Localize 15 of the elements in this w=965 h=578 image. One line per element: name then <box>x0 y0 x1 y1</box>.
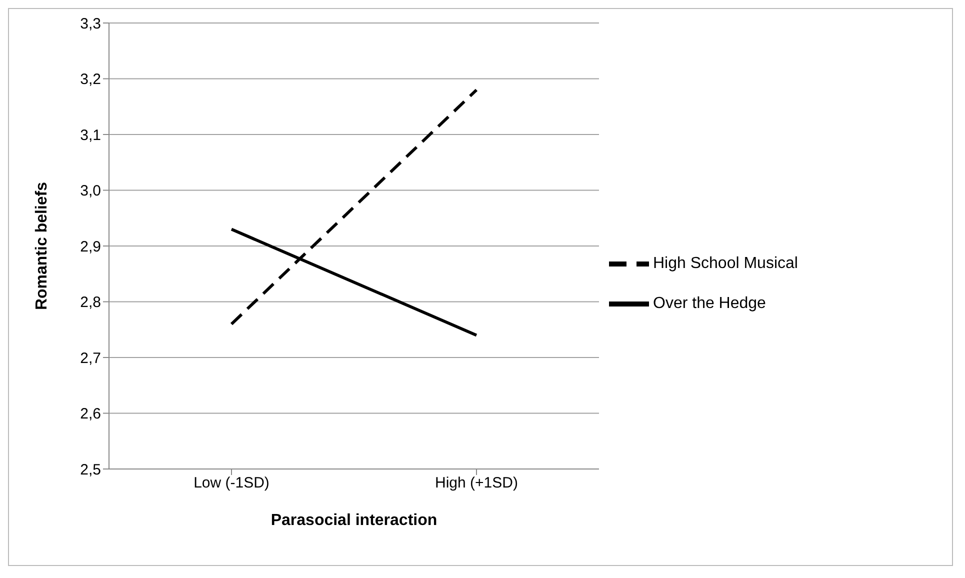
legend-label: High School Musical <box>653 255 798 272</box>
y-tick-label: 2,6 <box>80 406 101 423</box>
y-tick-label: 3,3 <box>80 15 101 32</box>
x-axis-title: Parasocial interaction <box>270 512 438 529</box>
x-tick-label: High (+1SD) <box>435 474 518 492</box>
y-tick-label: 2,9 <box>80 238 101 256</box>
y-tick-label: 2,8 <box>80 294 101 312</box>
y-tick-label: 2,7 <box>80 350 101 367</box>
x-tick-label: Low (-1SD) <box>194 474 270 492</box>
y-tick-label: 3,0 <box>80 182 101 200</box>
y-axis-title: Romantic beliefs <box>34 182 51 310</box>
legend-label: Over the Hedge <box>653 295 766 312</box>
y-tick-label: 2,5 <box>80 461 101 478</box>
y-tick-label: 3,2 <box>80 71 101 88</box>
y-tick-label: 3,1 <box>80 126 101 144</box>
